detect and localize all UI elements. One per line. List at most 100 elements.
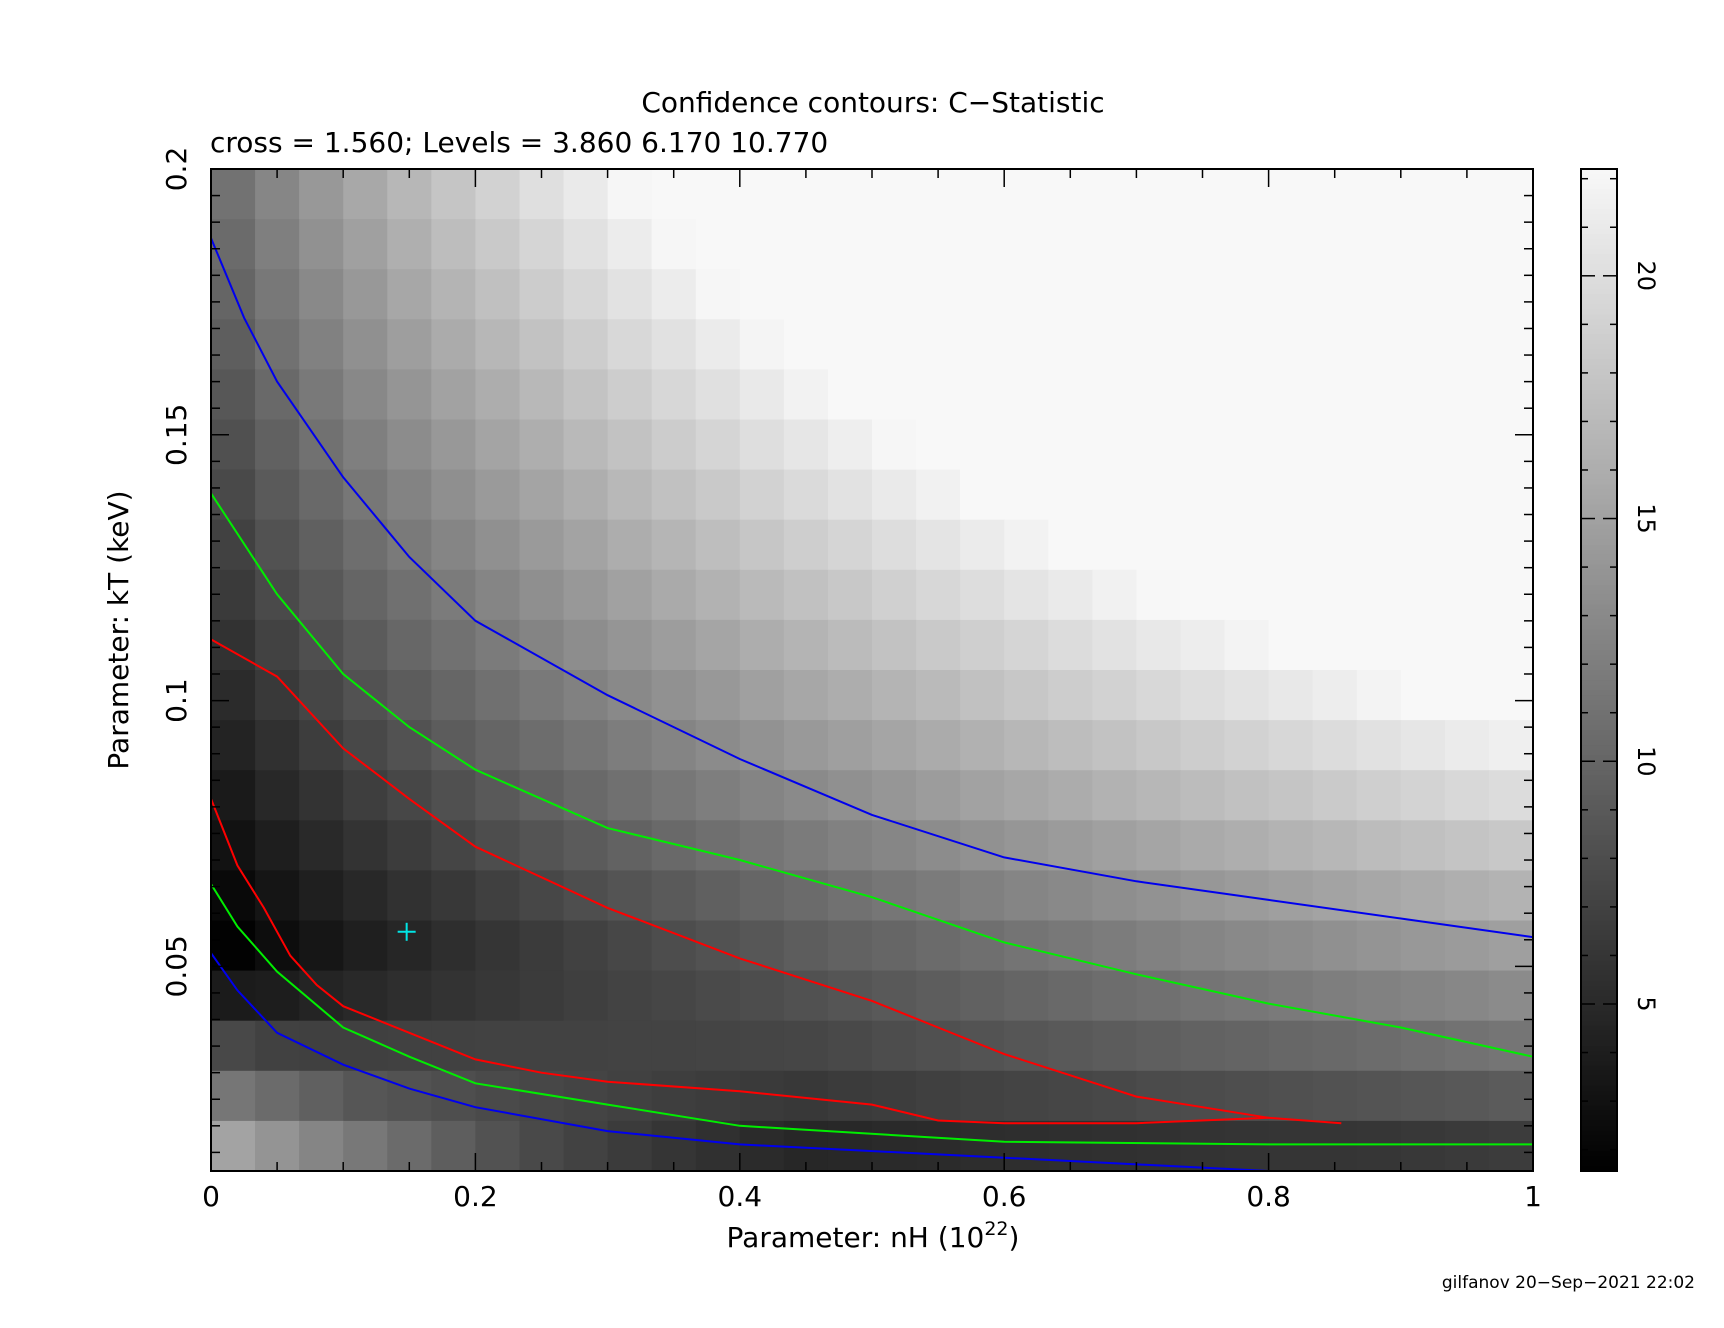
heatmap-cell [387, 720, 432, 771]
colorbar-step [1581, 870, 1617, 877]
heatmap-cell [475, 970, 521, 1022]
heatmap-cell [872, 670, 917, 721]
heatmap-cell [1004, 670, 1049, 721]
heatmap-cell [1136, 1120, 1182, 1172]
heatmap-cell [211, 369, 256, 421]
heatmap-cell [563, 670, 609, 721]
heatmap-cell [387, 670, 432, 721]
heatmap-cell [872, 369, 917, 421]
colorbar-step [1581, 254, 1617, 260]
colorbar-step [1581, 980, 1617, 987]
heatmap-cell [211, 1120, 256, 1172]
heatmap-cell [563, 269, 609, 320]
colorbar-step [1581, 314, 1617, 320]
colorbar-step [1581, 374, 1617, 381]
colorbar-step [1581, 589, 1617, 596]
heatmap-cell [695, 670, 741, 721]
heatmap-cell [299, 169, 344, 220]
heatmap-cell [431, 970, 476, 1022]
heatmap-cell [255, 269, 300, 320]
heatmap-cell [1268, 920, 1314, 972]
heatmap-cell [1400, 820, 1446, 871]
heatmap-cell [1048, 619, 1093, 671]
heatmap-cell [1400, 569, 1446, 621]
heatmap-cell [916, 1020, 961, 1072]
heatmap-cell [1092, 369, 1137, 421]
heatmap-cell [1268, 219, 1314, 270]
heatmap-cell [1312, 720, 1358, 771]
colorbar-step [1581, 850, 1617, 856]
heatmap-cell [916, 619, 961, 671]
colorbar-step [1581, 1130, 1617, 1137]
heatmap-cell [695, 1070, 741, 1122]
heatmap-cell [255, 920, 300, 972]
heatmap-cell [1356, 419, 1402, 471]
heatmap-cell [739, 519, 785, 571]
heatmap-cell [431, 920, 476, 972]
heatmap-cell [431, 870, 476, 922]
heatmap-cell [343, 369, 388, 421]
heatmap-cell [651, 419, 697, 471]
heatmap-cell [916, 219, 961, 270]
colorbar-step [1581, 619, 1617, 626]
colorbar-step [1581, 334, 1617, 340]
heatmap-cell [1444, 619, 1490, 671]
heatmap-cell [783, 1020, 829, 1072]
heatmap-cell [299, 1070, 344, 1122]
heatmap-cell [1180, 670, 1226, 721]
heatmap-cell [1312, 369, 1358, 421]
heatmap-cell [1356, 369, 1402, 421]
heatmap-cell [1444, 319, 1490, 370]
heatmap-cell [1312, 670, 1358, 721]
heatmap-cell [299, 369, 344, 421]
heatmap-cell [1488, 670, 1534, 721]
heatmap-cell [431, 469, 476, 521]
contour-line [210, 952, 1269, 1172]
heatmap-cell [1004, 619, 1049, 671]
heatmap-cell [827, 569, 873, 621]
heatmap-cell [475, 369, 521, 421]
heatmap-cell [1400, 369, 1446, 421]
heatmap-cell [827, 269, 873, 320]
heatmap-cell [299, 269, 344, 320]
heatmap-cell [255, 770, 300, 821]
heatmap-cell [1400, 1120, 1446, 1172]
colorbar-step [1581, 1025, 1617, 1032]
colorbar-step [1581, 725, 1617, 731]
colorbar-step [1581, 920, 1617, 927]
heatmap-cell [1488, 770, 1534, 821]
heatmap-cell [387, 770, 432, 821]
colorbar-step [1581, 369, 1617, 376]
contour-line [210, 237, 1534, 939]
colorbar-step [1581, 680, 1617, 686]
heatmap-cell [960, 219, 1005, 270]
colorbar-step [1581, 1055, 1617, 1062]
heatmap-cell [1136, 920, 1182, 972]
colorbar-step [1581, 179, 1617, 185]
heatmap-cell [1400, 619, 1446, 671]
heatmap-cell [1356, 920, 1402, 972]
heatmap-cell [343, 920, 388, 972]
colorbar-step [1581, 219, 1617, 225]
colorbar-step [1581, 840, 1617, 846]
heatmap-cell [1312, 519, 1358, 571]
colorbar-step [1581, 955, 1617, 962]
colorbar-step [1581, 1065, 1617, 1072]
heatmap-cell [1356, 820, 1402, 871]
colorbar-step [1581, 404, 1617, 411]
heatmap-cell [607, 920, 653, 972]
heatmap-cell [1136, 169, 1182, 220]
heatmap-cell [783, 419, 829, 471]
heatmap-cell [519, 319, 565, 370]
heatmap-cell [519, 519, 565, 571]
colorbar-step [1581, 690, 1617, 696]
heatmap-cell [1488, 619, 1534, 671]
heatmap-cell [211, 619, 256, 671]
colorbar-step [1581, 284, 1617, 290]
heatmap-cell [695, 920, 741, 972]
colorbar-step [1581, 1165, 1617, 1172]
heatmap-cell [1400, 720, 1446, 771]
heatmap-cell [299, 519, 344, 571]
colorbar-step [1581, 915, 1617, 922]
heatmap-cell [1400, 920, 1446, 972]
